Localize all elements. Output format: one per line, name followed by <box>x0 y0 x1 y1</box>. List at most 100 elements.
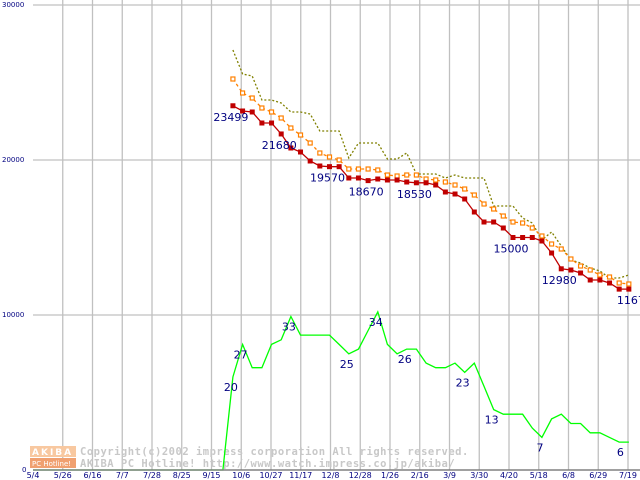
y-tick-label: 30000 <box>2 1 24 9</box>
y-tick-label: 0 <box>22 466 26 474</box>
data-point-average <box>587 267 593 273</box>
data-point-average <box>558 246 564 252</box>
data-point-average <box>510 219 516 225</box>
x-tick-label: 6/8 <box>562 471 575 480</box>
data-point-min <box>578 270 584 276</box>
data-point-min <box>423 180 429 186</box>
data-point-min <box>587 277 593 283</box>
data-point-average <box>317 150 323 156</box>
data-point-min <box>442 189 448 195</box>
data-point-average <box>413 172 420 178</box>
labels-layer: 23499 21680 19570 18670 18530 15000 12980 11670… <box>213 111 640 459</box>
data-point-min <box>230 103 236 109</box>
data-label-min: 15000 <box>493 243 528 256</box>
data-label-shops: 23 <box>456 376 470 389</box>
data-point-min <box>549 250 555 256</box>
x-tick-label: 5/4 <box>27 471 40 480</box>
data-point-min <box>404 179 410 185</box>
data-label-min: 18670 <box>349 186 384 199</box>
series-line-max <box>232 49 630 279</box>
data-point-min <box>307 158 313 164</box>
data-point-min <box>336 164 342 170</box>
data-label-min: 12980 <box>542 274 577 287</box>
data-point-min <box>326 164 332 170</box>
data-point-average <box>346 166 352 172</box>
data-point-min <box>607 280 613 286</box>
data-point-min <box>539 238 545 244</box>
data-point-average <box>471 192 477 198</box>
data-point-average <box>259 105 265 111</box>
data-point-min <box>500 225 506 231</box>
data-point-min <box>355 175 361 181</box>
data-point-min <box>433 182 439 188</box>
logo-bottom: PC Hotline! <box>32 460 71 468</box>
data-point-average <box>442 179 448 185</box>
x-tick-label: 6/29 <box>589 471 607 480</box>
data-point-average <box>297 132 304 138</box>
data-label-shops: 7 <box>536 441 543 454</box>
logo-top: AKIBA <box>32 448 73 458</box>
data-point-average <box>568 256 574 262</box>
data-point-average <box>355 166 362 172</box>
x-tick-label: 7/7 <box>116 471 129 480</box>
data-point-average <box>539 233 545 239</box>
data-point-average <box>365 166 371 172</box>
data-point-min <box>471 209 477 215</box>
x-tick-label: 1/26 <box>381 471 399 480</box>
data-label-shops: 25 <box>340 358 354 371</box>
data-point-average <box>529 225 535 231</box>
data-point-average <box>491 206 497 212</box>
data-label-shops: 13 <box>485 414 499 427</box>
data-point-average <box>326 154 333 160</box>
watermark: AKIBA PC Hotline! Copyright(c)2002 impre… <box>30 446 469 470</box>
y-tick-label: 10000 <box>2 311 24 319</box>
x-tick-label: 7/19 <box>619 471 637 480</box>
x-tick-label: 3/9 <box>443 471 456 480</box>
data-point-min <box>365 178 371 184</box>
data-point-average <box>394 173 400 179</box>
data-point-min <box>462 196 468 202</box>
data-point-min <box>568 267 574 273</box>
data-label-min: 11670 <box>617 294 640 307</box>
data-point-min <box>529 235 535 240</box>
data-label-min: 19570 <box>310 172 345 185</box>
data-point-min <box>278 131 284 137</box>
data-point-min <box>298 149 304 155</box>
x-tick-label: 4/20 <box>500 471 518 480</box>
data-point-min <box>240 108 246 114</box>
series-line-average <box>232 78 629 285</box>
series-line-shops <box>33 310 629 471</box>
data-point-average <box>288 125 294 131</box>
watermark-copyright: Copyright(c)2002 impress corporation All… <box>80 446 469 458</box>
data-point-min <box>269 120 275 126</box>
data-point-min <box>452 191 458 197</box>
data-point-average <box>433 177 439 183</box>
x-tick-label: 10/6 <box>232 471 250 480</box>
data-point-average <box>597 272 603 278</box>
data-point-min <box>394 177 400 183</box>
data-point-min <box>249 109 255 115</box>
x-tick-label: 7/28 <box>143 471 161 480</box>
data-point-average <box>626 281 632 287</box>
x-tick-label: 2/16 <box>411 471 429 480</box>
x-tick-label: 11/17 <box>289 471 312 480</box>
data-point-min <box>413 180 419 186</box>
x-tick-label: 5/18 <box>530 471 548 480</box>
data-label-shops: 20 <box>224 381 238 394</box>
data-point-min <box>491 219 497 225</box>
x-tick-label: 3/30 <box>470 471 488 480</box>
data-point-average <box>577 263 584 269</box>
y-tick-label: 20000 <box>2 156 24 164</box>
data-point-min <box>616 286 622 292</box>
data-point-average <box>606 274 613 280</box>
data-label-shops: 34 <box>369 316 383 329</box>
data-point-min <box>510 235 516 240</box>
data-point-average <box>452 182 458 188</box>
logo-bottom-bg <box>30 458 76 468</box>
data-point-average <box>462 186 468 192</box>
data-point-average <box>336 157 342 163</box>
data-point-min <box>384 177 390 183</box>
series-layer <box>33 49 632 471</box>
